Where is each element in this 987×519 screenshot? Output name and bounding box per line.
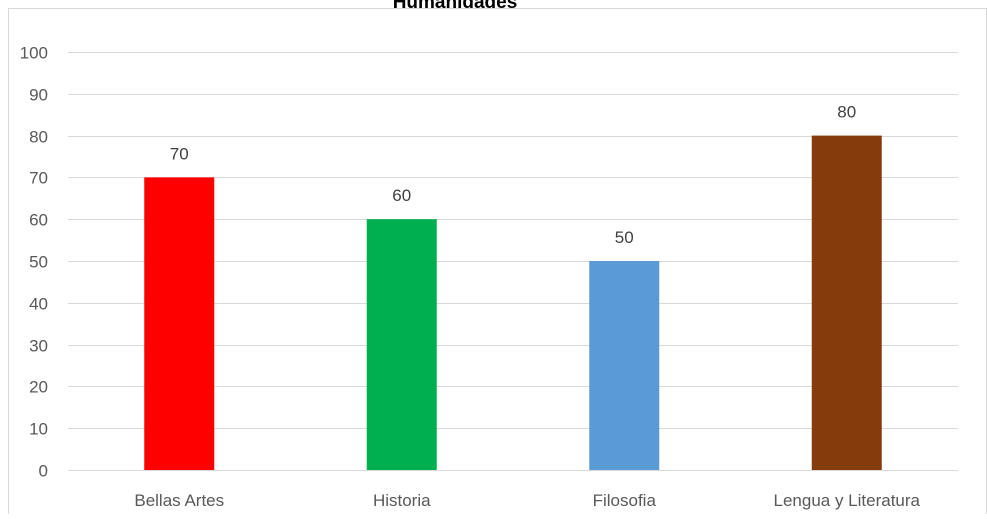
y-tick-label: 70 [29,169,48,188]
data-labels: 70 60 50 80 [170,103,856,247]
x-axis-category-labels: Bellas Artes Historia Filosofia Lengua y Li… [134,491,920,510]
bar [144,177,215,470]
y-tick-label: 10 [29,420,48,439]
bar [366,219,437,470]
bar-value-label: 70 [170,144,189,163]
gridlines [68,52,958,471]
y-tick-label: 100 [20,44,48,63]
bars [144,135,882,470]
x-category-label: Filosofia [593,491,657,510]
y-tick-label: 50 [29,253,48,272]
x-category-label: Lengua y Literatura [774,491,921,510]
y-axis-tick-labels: 0 10 20 30 40 50 60 70 80 90 100 [20,44,48,481]
y-tick-label: 60 [29,211,48,230]
y-tick-label: 20 [29,378,48,397]
x-category-label: Bellas Artes [134,491,224,510]
y-tick-label: 90 [29,86,48,105]
y-tick-label: 80 [29,128,48,147]
y-tick-label: 40 [29,295,48,314]
bar [589,261,660,470]
y-tick-label: 0 [39,462,48,481]
bar [811,135,882,470]
bar-value-label: 80 [837,103,856,122]
y-tick-label: 30 [29,337,48,356]
bar-value-label: 60 [392,186,411,205]
chart-title: Humanidades [393,0,518,13]
x-category-label: Historia [373,491,431,510]
bar-value-label: 50 [615,228,634,247]
